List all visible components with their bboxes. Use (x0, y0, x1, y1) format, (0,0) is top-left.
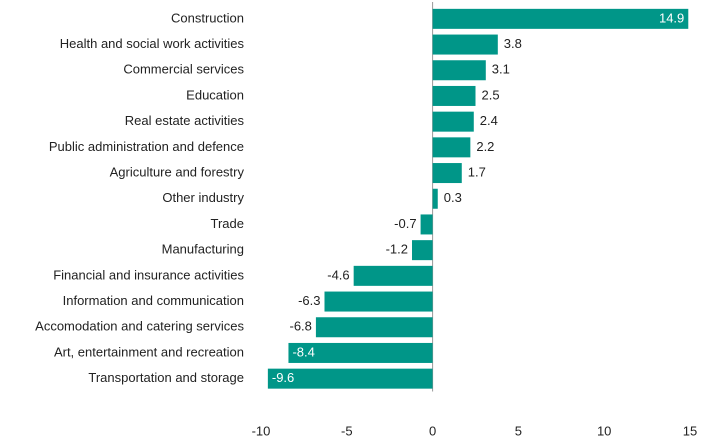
value-label: 3.1 (492, 62, 510, 77)
bar (432, 85, 476, 106)
x-tick-label: 10 (597, 423, 611, 438)
category-label: Art, entertainment and recreation (54, 344, 244, 359)
category-label: Commercial services (123, 62, 244, 77)
bar (432, 8, 689, 29)
category-label: Manufacturing (162, 242, 244, 257)
category-label: Health and social work activities (60, 36, 245, 51)
value-label: -6.8 (290, 319, 312, 334)
bar (412, 240, 433, 261)
category-label: Other industry (162, 190, 244, 205)
bar (267, 368, 433, 389)
category-label: Transportation and storage (88, 370, 244, 385)
value-label: -0.7 (394, 216, 416, 231)
value-label: -4.6 (327, 267, 349, 282)
value-label: 2.4 (480, 113, 498, 128)
value-label: 3.8 (504, 36, 522, 51)
x-tick-label: -5 (341, 423, 353, 438)
bar (420, 214, 433, 235)
category-label: Information and communication (63, 293, 244, 308)
category-label: Agriculture and forestry (110, 164, 245, 179)
bar (432, 111, 474, 132)
bar (432, 163, 462, 184)
x-tick-label: 0 (429, 423, 436, 438)
category-label: Public administration and defence (49, 139, 244, 154)
value-label: 14.9 (659, 10, 684, 25)
value-label: 1.7 (468, 164, 486, 179)
bar (432, 34, 498, 55)
value-label: 0.3 (444, 190, 462, 205)
bar (353, 265, 433, 286)
bar (432, 60, 486, 81)
value-label: 2.5 (482, 87, 500, 102)
value-label: -6.3 (298, 293, 320, 308)
x-tick-label: 5 (515, 423, 522, 438)
category-label: Real estate activities (125, 113, 245, 128)
value-label: -1.2 (386, 242, 408, 257)
bar (324, 291, 433, 312)
x-tick-label: -10 (252, 423, 271, 438)
bar (432, 188, 438, 209)
value-label: 2.2 (476, 139, 494, 154)
bar (432, 137, 471, 158)
bar (315, 317, 433, 338)
x-tick-label: 15 (683, 423, 697, 438)
value-label: -8.4 (292, 344, 314, 359)
bar (288, 342, 433, 363)
category-label: Accomodation and catering services (35, 319, 244, 334)
category-label: Trade (211, 216, 244, 231)
category-label: Construction (171, 10, 244, 25)
category-label: Financial and insurance activities (53, 267, 244, 282)
category-label: Education (186, 87, 244, 102)
value-label: -9.6 (272, 370, 294, 385)
